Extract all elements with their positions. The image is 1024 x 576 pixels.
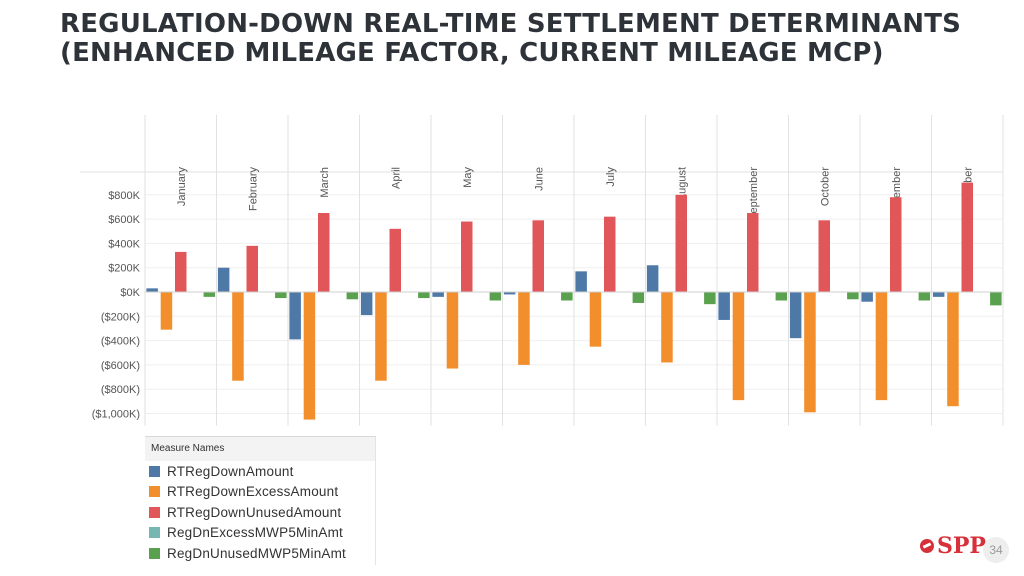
- bar: [246, 245, 258, 292]
- slide-title: REGULATION-DOWN REAL-TIME SETTLEMENT DET…: [60, 9, 962, 68]
- x-tick-label: October: [819, 167, 831, 206]
- bar: [389, 228, 401, 292]
- spp-logo: SPP: [920, 533, 986, 559]
- legend-swatch: [149, 486, 160, 498]
- bar: [861, 292, 873, 302]
- bar: [918, 292, 931, 301]
- y-tick-label: $0K: [120, 287, 140, 299]
- legend-swatch: [149, 506, 160, 518]
- bar: [632, 292, 645, 303]
- bar: [318, 213, 330, 292]
- bar: [847, 292, 859, 300]
- x-tick-label: April: [390, 167, 402, 189]
- x-tick-label: March: [319, 167, 331, 198]
- legend-item[interactable]: RTRegDownUnusedAmount: [145, 502, 375, 523]
- x-tick-label: June: [533, 167, 545, 191]
- bar: [489, 292, 502, 301]
- bar: [932, 292, 945, 297]
- spp-logo-icon: [920, 539, 934, 553]
- legend-header: Measure Names: [145, 437, 375, 461]
- legend-swatch: [149, 547, 160, 559]
- legend-item[interactable]: RegDnExcessMWP5MinAmt: [145, 523, 375, 544]
- x-tick-label: January: [176, 167, 188, 207]
- x-tick-label: July: [605, 167, 617, 187]
- bar: [575, 271, 587, 292]
- y-tick-label: ($1,000K): [92, 409, 140, 421]
- bar: [175, 251, 187, 292]
- bar: [875, 292, 888, 401]
- bar: [146, 288, 158, 292]
- bar: [947, 292, 959, 407]
- bar: [561, 292, 573, 301]
- legend-label: RTRegDownUnusedAmount: [167, 504, 342, 520]
- bar-chart: $800K $600K $400K $200K $0K ($200K) ($400K) ($6…: [80, 115, 1004, 426]
- x-tick-label: February: [247, 167, 259, 212]
- bar: [747, 213, 759, 292]
- legend-label: RegDnExcessMWP5MinAmt: [167, 525, 343, 541]
- x-tick-label: September: [748, 167, 760, 221]
- bar: [775, 292, 788, 301]
- bar: [232, 292, 244, 381]
- bar: [360, 292, 373, 316]
- legend-swatch: [149, 527, 160, 539]
- bar: [604, 216, 616, 292]
- y-tick-label: $600K: [108, 214, 140, 226]
- y-tick-label: $800K: [108, 190, 140, 202]
- bar: [346, 292, 359, 300]
- bar: [804, 292, 816, 413]
- y-tick-label: ($400K): [101, 336, 140, 348]
- legend-label: RTRegDownExcessAmount: [167, 484, 339, 500]
- y-tick-label: ($200K): [101, 311, 140, 323]
- bar: [518, 292, 530, 365]
- bar: [303, 292, 316, 420]
- bar: [718, 292, 730, 320]
- bar: [461, 221, 473, 292]
- bar: [289, 292, 301, 340]
- bar: [818, 220, 830, 292]
- page-number: 34: [983, 537, 1009, 563]
- bar: [589, 292, 602, 347]
- logo-text: SPP: [937, 533, 986, 559]
- bar: [503, 292, 516, 295]
- bar: [203, 292, 216, 297]
- legend-item[interactable]: RegDnUnusedMWP5MinAmt: [145, 543, 375, 564]
- bar: [661, 292, 673, 363]
- bar: [789, 292, 802, 339]
- legend-label: RegDnUnusedMWP5MinAmt: [167, 545, 347, 561]
- legend-swatch: [149, 465, 160, 477]
- legend-item[interactable]: RTRegDownExcessAmount: [145, 482, 375, 503]
- bar: [675, 194, 687, 292]
- bar: [890, 197, 902, 292]
- bar: [646, 265, 659, 292]
- bar: [418, 292, 430, 299]
- y-tick-label: $200K: [108, 263, 140, 275]
- bar: [961, 182, 973, 292]
- bar: [732, 292, 745, 401]
- bar: [990, 292, 1002, 306]
- bar: [160, 292, 173, 330]
- y-tick-label: ($600K): [101, 360, 140, 372]
- x-tick-label: May: [462, 167, 474, 188]
- bar: [217, 267, 230, 292]
- y-tick-label: ($800K): [101, 384, 140, 396]
- legend-item[interactable]: RTRegDownAmount: [145, 461, 375, 482]
- x-tick-label: August: [676, 167, 688, 201]
- legend-label: RTRegDownAmount: [167, 463, 294, 479]
- y-tick-label: $400K: [108, 238, 140, 250]
- bar: [704, 292, 716, 305]
- bar: [275, 292, 287, 299]
- bar: [432, 292, 444, 297]
- chart-legend: Measure Names RTRegDownAmount RTRegDownE…: [145, 436, 376, 565]
- bar: [532, 220, 544, 292]
- bar: [446, 292, 459, 369]
- bar: [375, 292, 387, 381]
